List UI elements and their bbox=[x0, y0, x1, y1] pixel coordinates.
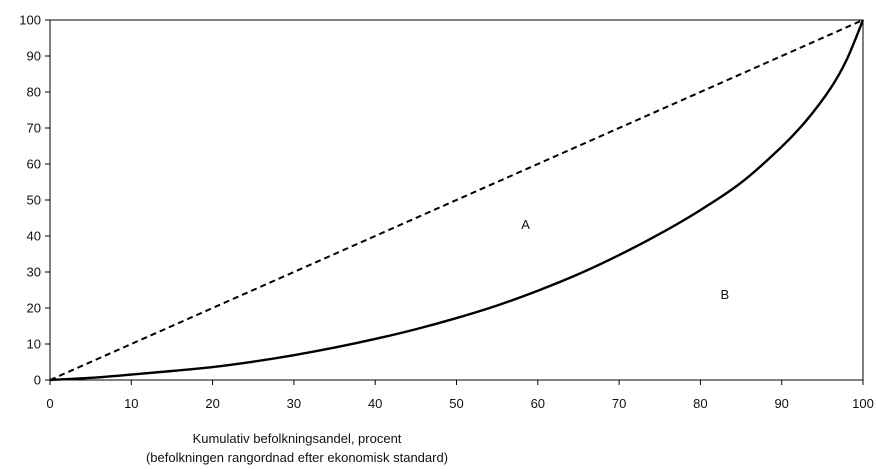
x-axis-title-line-2: (befolkningen rangordnad efter ekonomisk… bbox=[146, 450, 448, 465]
y-tick-label: 70 bbox=[27, 121, 41, 136]
x-tick-label: 10 bbox=[124, 396, 138, 411]
x-tick-label: 100 bbox=[852, 396, 874, 411]
x-axis-title-line-1: Kumulativ befolkningsandel, procent bbox=[193, 431, 402, 446]
y-tick-label: 100 bbox=[19, 13, 41, 28]
x-tick-label: 80 bbox=[693, 396, 707, 411]
x-tick-label: 90 bbox=[774, 396, 788, 411]
x-tick-label: 20 bbox=[205, 396, 219, 411]
y-tick-label: 80 bbox=[27, 85, 41, 100]
x-tick-label: 60 bbox=[531, 396, 545, 411]
y-tick-label: 60 bbox=[27, 157, 41, 172]
y-tick-label: 0 bbox=[34, 373, 41, 388]
annotation-layer: AB bbox=[521, 217, 729, 302]
area-label-b: B bbox=[720, 287, 729, 302]
y-tick-label: 20 bbox=[27, 301, 41, 316]
x-tick-label: 0 bbox=[46, 396, 53, 411]
x-axis: 0 10 20 30 40 50 60 70 80 90 100 bbox=[46, 380, 874, 411]
x-tick-label: 30 bbox=[287, 396, 301, 411]
series-layer bbox=[49, 19, 865, 382]
lorenz-curve bbox=[49, 19, 865, 382]
y-axis: 0 10 20 30 40 50 60 70 80 90 100 bbox=[19, 13, 50, 388]
y-tick-label: 50 bbox=[27, 193, 41, 208]
y-tick-label: 10 bbox=[27, 337, 41, 352]
x-tick-label: 70 bbox=[612, 396, 626, 411]
y-tick-label: 30 bbox=[27, 265, 41, 280]
y-tick-label: 40 bbox=[27, 229, 41, 244]
equality-line bbox=[49, 19, 864, 381]
x-tick-label: 50 bbox=[449, 396, 463, 411]
x-tick-label: 40 bbox=[368, 396, 382, 411]
y-tick-label: 90 bbox=[27, 49, 41, 64]
area-label-a: A bbox=[521, 217, 530, 232]
